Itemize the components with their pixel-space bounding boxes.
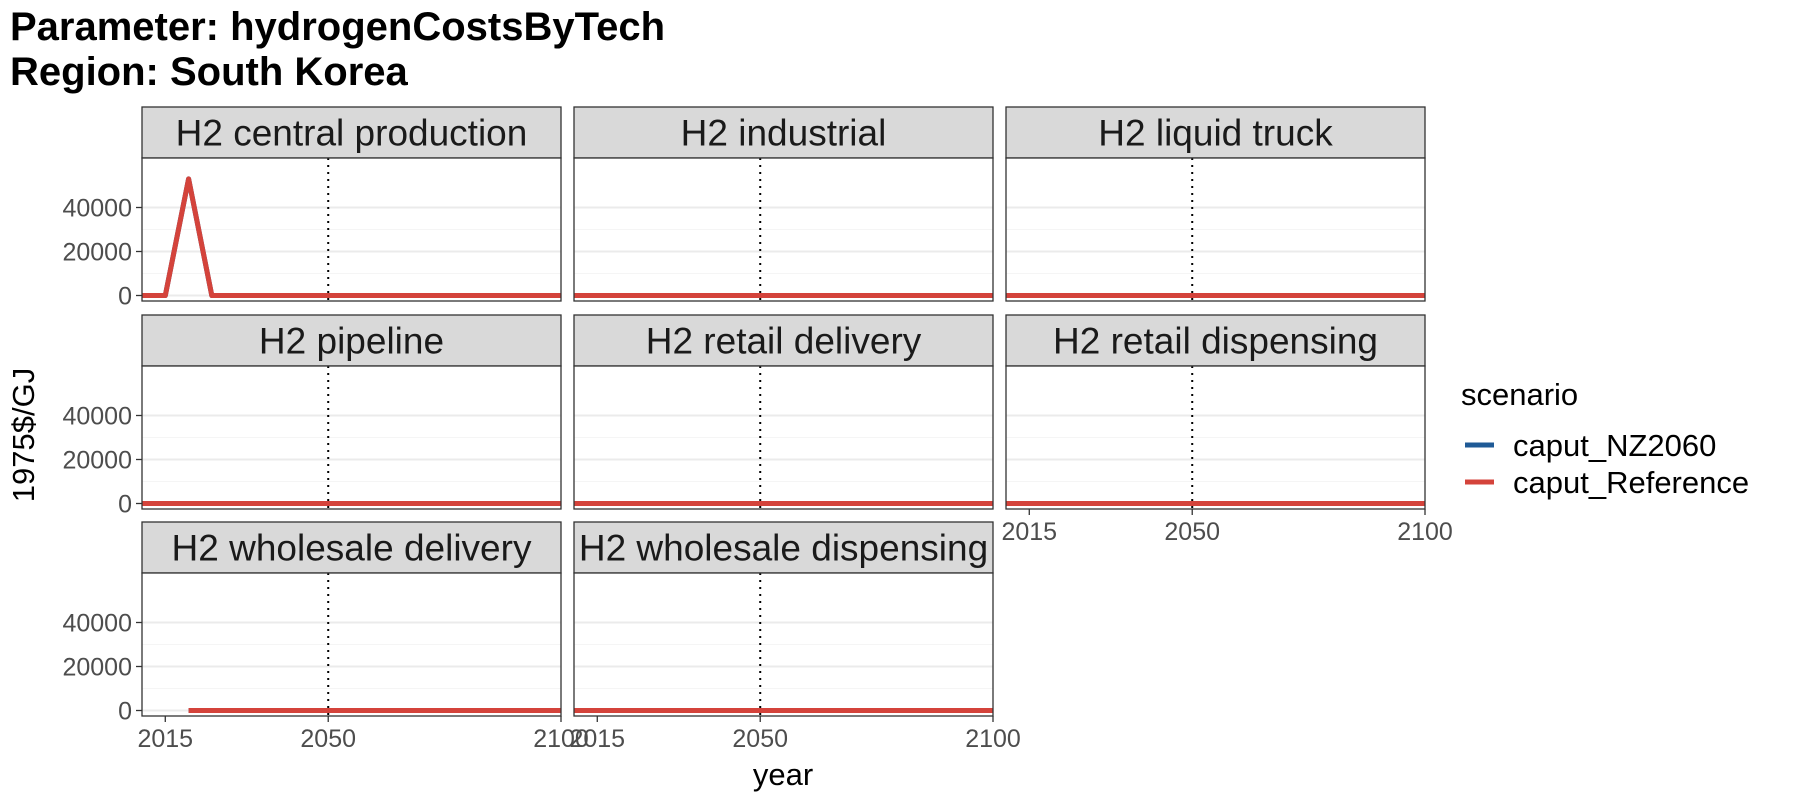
- facet-panel: H2 central production 0 20000 40000: [62, 106, 562, 311]
- x-axis-title: year: [753, 757, 813, 792]
- legend-entry: caput_Reference: [1465, 465, 1749, 500]
- facet-strip-label: H2 industrial: [681, 113, 887, 154]
- facet-strip: [573, 521, 994, 574]
- x-tick-label: 2100: [1397, 518, 1453, 546]
- facet-panel: H2 liquid truck: [1005, 106, 1426, 302]
- x-tick-label: 2015: [569, 725, 625, 753]
- panel-border: [141, 365, 562, 510]
- panel-border: [141, 572, 562, 717]
- facet-strip-label: H2 retail delivery: [646, 321, 922, 362]
- facet-strip-label: H2 pipeline: [259, 321, 444, 362]
- x-tick-label: 2050: [732, 725, 788, 753]
- legend-label: caput_Reference: [1513, 465, 1749, 500]
- facet-strip: [141, 106, 562, 159]
- chart-subtitle: Region: South Korea: [10, 50, 409, 94]
- legend-entry: caput_NZ2060: [1465, 428, 1716, 463]
- facet-panel: H2 wholesale delivery 0 20000 40000 2015 2050…: [62, 521, 589, 753]
- panel-border: [1005, 157, 1426, 302]
- y-axis-title: 1975$/GJ: [6, 368, 41, 502]
- facet-strip: [1005, 106, 1426, 159]
- facet-panel: H2 pipeline 0 20000 40000: [62, 314, 562, 519]
- facet-panel: H2 retail dispensing 2015 2050 2100: [1001, 314, 1453, 546]
- x-tick-label: 2050: [1164, 518, 1220, 546]
- facet-strip: [141, 521, 562, 574]
- x-tick-label: 2015: [137, 725, 193, 753]
- facet-strip: [573, 106, 994, 159]
- facet-panel: H2 retail delivery: [573, 314, 994, 510]
- facet-strip-label: H2 liquid truck: [1098, 113, 1333, 154]
- x-tick-label: 2050: [300, 725, 356, 753]
- panel-border: [573, 365, 994, 510]
- panel-border: [573, 157, 994, 302]
- y-tick-label: 0: [118, 491, 132, 519]
- chart-title: Parameter: hydrogenCostsByTech: [10, 5, 665, 49]
- y-tick-label: 0: [118, 283, 132, 311]
- y-tick-label: 20000: [62, 447, 132, 475]
- facet-strip-label: H2 central production: [176, 113, 528, 154]
- y-tick-label: 20000: [62, 239, 132, 267]
- panel-border: [573, 572, 994, 717]
- y-tick-label: 20000: [62, 654, 132, 682]
- y-tick-label: 40000: [62, 403, 132, 431]
- panel-border: [141, 157, 562, 302]
- facet-strip-label: H2 wholesale delivery: [172, 528, 532, 569]
- facet-panels: H2 central production 0 20000 40000 H2 indus…: [62, 106, 1453, 753]
- x-tick-label: 2100: [533, 725, 589, 753]
- y-tick-label: 40000: [62, 610, 132, 638]
- x-tick-label: 2015: [1001, 518, 1057, 546]
- series-line: [142, 176, 561, 298]
- legend-title: scenario: [1461, 377, 1578, 412]
- legend-label: caput_NZ2060: [1513, 428, 1716, 463]
- panel-border: [1005, 365, 1426, 510]
- facet-strip: [573, 314, 994, 367]
- y-tick-label: 40000: [62, 195, 132, 223]
- facet-strip-label: H2 wholesale dispensing: [579, 528, 988, 569]
- facet-panel: H2 wholesale dispensing 2015 2050 2100: [569, 521, 1021, 753]
- facet-strip-label: H2 retail dispensing: [1053, 321, 1378, 362]
- y-tick-label: 0: [118, 698, 132, 726]
- facet-panel: H2 industrial: [573, 106, 994, 302]
- x-tick-label: 2100: [965, 725, 1021, 753]
